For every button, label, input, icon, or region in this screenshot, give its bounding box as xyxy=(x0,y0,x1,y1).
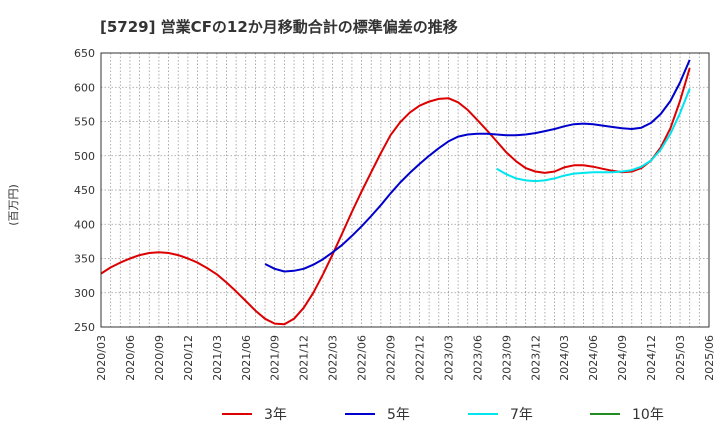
y-tick-label: 500 xyxy=(74,150,95,163)
series-lines xyxy=(100,59,691,326)
x-tick-label: 2021/09 xyxy=(269,335,282,381)
series-line xyxy=(100,67,691,326)
x-tick-label: 2024/06 xyxy=(587,335,600,381)
legend-label: 10年 xyxy=(632,407,664,423)
x-tick-label: 2020/12 xyxy=(182,335,195,381)
x-tick-label: 2024/03 xyxy=(558,335,571,381)
x-tick-label: 2022/09 xyxy=(385,335,398,381)
x-tick-label: 2020/09 xyxy=(153,335,166,381)
legend-label: 3年 xyxy=(264,407,287,423)
grid xyxy=(100,52,710,328)
x-tick-label: 2023/12 xyxy=(529,335,542,381)
x-tick-label: 2020/03 xyxy=(95,335,108,381)
series-line xyxy=(496,88,691,183)
x-tick-label: 2025/06 xyxy=(703,335,716,381)
y-tick-label: 400 xyxy=(74,218,95,231)
x-tick-label: 2021/06 xyxy=(240,335,253,381)
y-tick-label: 300 xyxy=(74,287,95,300)
x-tick-label: 2024/12 xyxy=(645,335,658,381)
x-tick-labels: 2020/03 2020/06 2020/09 2020/12 2021/03 2021/… xyxy=(95,335,716,381)
y-tick-label: 550 xyxy=(74,116,95,129)
y-tick-label: 600 xyxy=(74,81,95,94)
y-tick-label: 250 xyxy=(74,321,95,334)
x-tick-label: 2024/09 xyxy=(616,335,629,381)
x-tick-label: 2020/06 xyxy=(124,335,137,381)
x-tick-label: 2025/03 xyxy=(674,335,687,381)
x-tick-label: 2023/03 xyxy=(442,335,455,381)
y-tick-label: 450 xyxy=(74,184,95,197)
legend: 3年 5年 7年 10年 xyxy=(222,407,664,423)
y-tick-label: 650 xyxy=(74,47,95,60)
x-tick-label: 2021/12 xyxy=(298,335,311,381)
x-tick-label: 2022/12 xyxy=(413,335,426,381)
legend-label: 5年 xyxy=(387,407,410,423)
x-tick-label: 2023/09 xyxy=(500,335,513,381)
plot-frame xyxy=(100,52,710,328)
y-tick-labels: 250 300 350 400 450 500 550 600 650 xyxy=(74,47,95,334)
legend-label: 7年 xyxy=(510,407,533,423)
x-tick-label: 2022/06 xyxy=(356,335,369,381)
x-tick-label: 2022/03 xyxy=(327,335,340,381)
x-tick-label: 2021/03 xyxy=(211,335,224,381)
series-line xyxy=(264,59,691,273)
y-axis-label: (百万円) xyxy=(7,184,20,226)
y-tick-label: 350 xyxy=(74,253,95,266)
x-tick-label: 2023/06 xyxy=(471,335,484,381)
chart-title: [5729] 営業CFの12か月移動合計の標準偏差の推移 xyxy=(100,18,458,36)
